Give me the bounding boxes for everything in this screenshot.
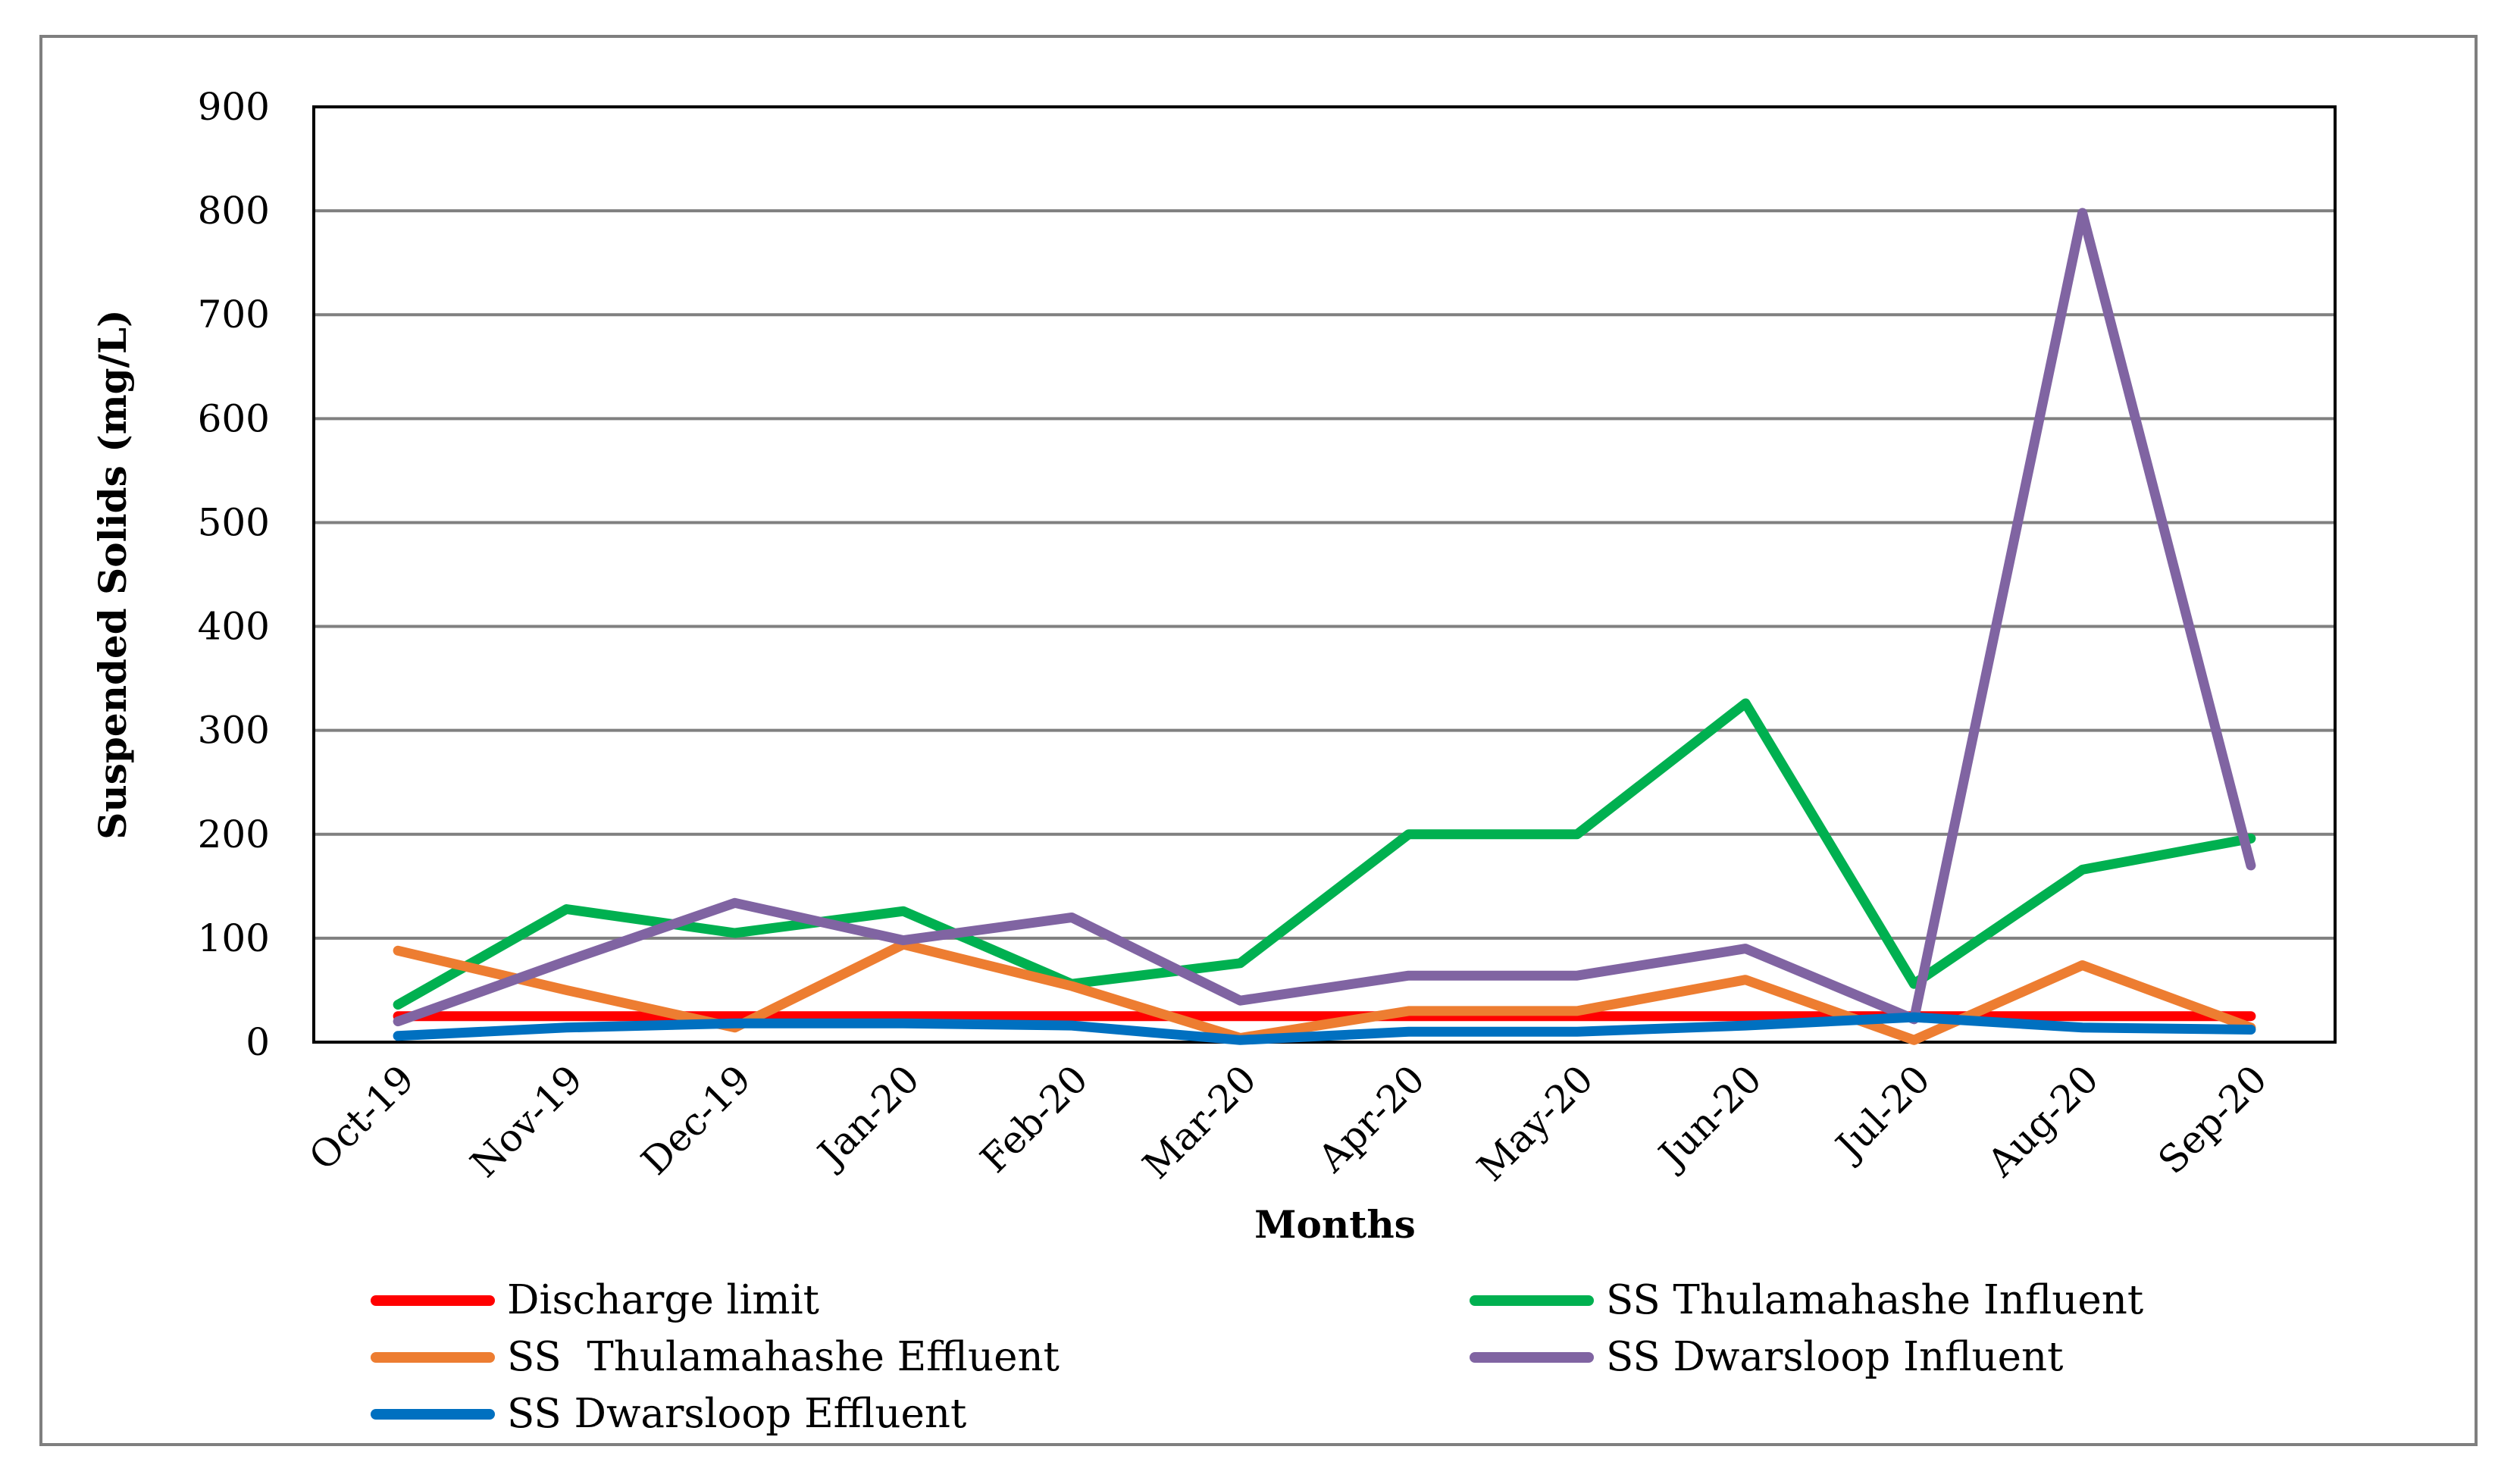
y-tick-label: 0 <box>246 1020 270 1064</box>
y-axis-title: Suspended Solids (mg/L) <box>90 309 135 839</box>
legend-label: SS Dwarsloop Influent <box>1606 1334 2063 1380</box>
gridlines <box>314 209 2335 940</box>
y-tick-label: 500 <box>198 500 270 544</box>
y-tick-label: 800 <box>198 189 270 233</box>
series-line <box>393 698 2256 1010</box>
series-line <box>393 1012 2256 1045</box>
x-tick-label: Feb-20 <box>972 1057 1097 1181</box>
legend-label: Discharge limit <box>507 1277 819 1323</box>
x-tick-label: Mar-20 <box>1135 1057 1265 1187</box>
y-tick-label: 200 <box>198 812 270 856</box>
x-tick-label: Sep-20 <box>2150 1057 2276 1182</box>
y-tick-label: 400 <box>198 605 270 649</box>
y-tick-label: 700 <box>198 293 270 337</box>
plot-area-border <box>312 105 2337 1044</box>
legend-label: SS Thulamahashe Effluent <box>507 1334 1060 1380</box>
x-tick-label: May-20 <box>1469 1057 1601 1189</box>
y-tick-label: 600 <box>198 396 270 440</box>
line-chart: 0 100 200 300 400 500 600 700 800 900 Oct-19 Nov-1… <box>90 85 2337 1437</box>
x-tick-label: Aug-20 <box>1979 1057 2108 1185</box>
x-tick-label: Jul-20 <box>1825 1057 1939 1170</box>
y-tick-label: 100 <box>198 916 270 960</box>
series-lines <box>393 208 2256 1045</box>
x-axis-ticks: Oct-19 Nov-19 Dec-19 Jan-20 Feb-20 Mar-20 Apr-… <box>301 1057 2276 1189</box>
y-tick-label: 300 <box>198 709 270 753</box>
legend-label: SS Dwarsloop Effluent <box>507 1391 966 1437</box>
x-axis-title: Months <box>1254 1202 1416 1247</box>
x-tick-label: Nov-19 <box>462 1057 591 1185</box>
x-tick-label: Jun-20 <box>1648 1057 1770 1179</box>
y-axis-ticks: 0 100 200 300 400 500 600 700 800 900 <box>198 85 270 1064</box>
x-tick-label: Dec-19 <box>633 1057 759 1183</box>
y-tick-label: 900 <box>198 85 270 129</box>
legend: Discharge limit SS Thulamahashe Influent S… <box>371 1277 2143 1437</box>
legend-label: SS Thulamahashe Influent <box>1606 1277 2143 1323</box>
x-tick-label: Jan-20 <box>807 1057 928 1178</box>
x-tick-label: Apr-20 <box>1309 1057 1433 1181</box>
x-tick-label: Oct-19 <box>301 1057 423 1179</box>
chart-frame: 0 100 200 300 400 500 600 700 800 900 Oct-19 Nov-1… <box>39 35 2478 1446</box>
series-line <box>393 208 2256 1027</box>
